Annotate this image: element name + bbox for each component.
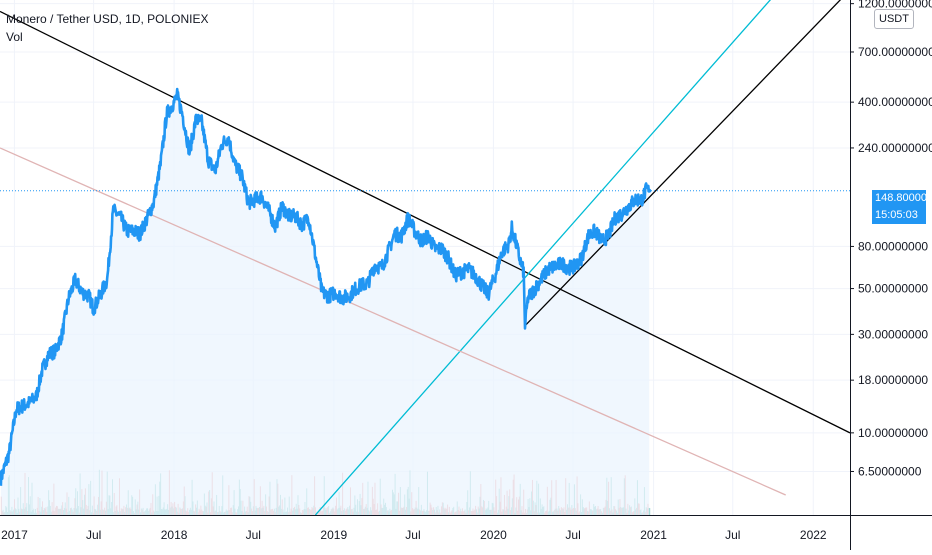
y-tick-label: 80.00000000 [858,239,928,253]
last-price-tag: 148.80000000 [872,190,926,207]
price-area-fill [0,89,650,515]
bar-countdown-tag: 15:05:03 [872,207,926,224]
x-tick-label: 2018 [161,528,188,542]
x-tick-label: Jul [86,528,101,542]
y-tick-label: 1200.00000000 [858,0,932,11]
price-area [0,89,650,515]
symbol-title[interactable]: Monero / Tether USD, 1D, POLONIEX [6,12,209,26]
x-tick-label: Jul [725,528,740,542]
y-tick-label: 700.00000000 [858,45,932,59]
y-tick-label: 400.00000000 [858,95,932,109]
y-tick-label: 30.00000000 [858,327,928,341]
trendline-1 [0,10,851,434]
y-tick-label: 18.00000000 [858,373,928,387]
x-tick-label: Jul [405,528,420,542]
y-tick-label: 6.50000000 [858,464,922,478]
volume-bar [649,508,651,515]
currency-badge[interactable]: USDT [874,9,914,29]
price-line [0,87,651,486]
x-tick-label: 2019 [320,528,347,542]
x-tick-label: 2021 [640,528,667,542]
x-tick-label: 2017 [1,528,28,542]
trendline-4 [0,147,786,496]
x-tick-label: Jul [565,528,580,542]
x-tick-label: 2020 [480,528,507,542]
x-tick-label: Jul [246,528,261,542]
chart-legend: Monero / Tether USD, 1D, POLONIEX Vol [6,12,209,44]
y-tick-label: 240.00000000 [858,141,932,155]
trendline-3 [314,0,772,516]
last-price-dot [647,188,652,193]
volume-label[interactable]: Vol [6,30,23,44]
x-tick-label: 2022 [800,528,827,542]
y-tick-label: 10.00000000 [858,426,928,440]
price-series[interactable] [0,87,652,486]
y-tick-label: 50.00000000 [858,282,928,296]
